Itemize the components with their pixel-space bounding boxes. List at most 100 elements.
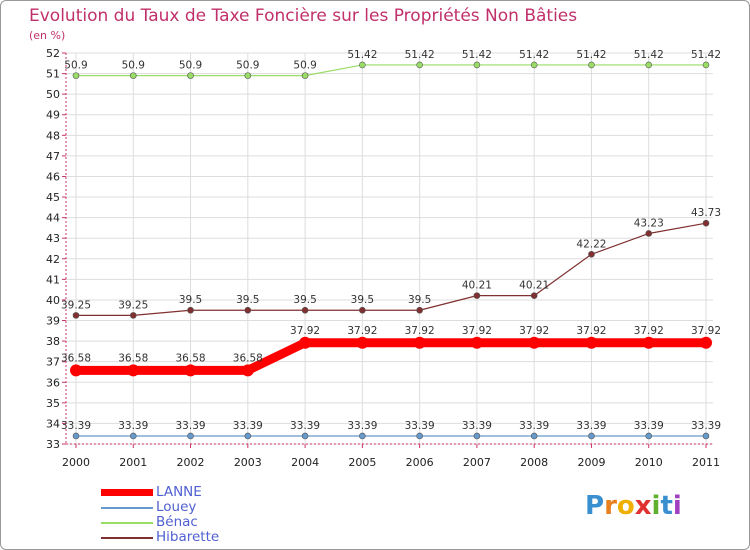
y-tick-label: 49 <box>46 109 60 122</box>
y-tick-label: 34 <box>46 417 60 430</box>
data-label-bnac: 51.42 <box>519 49 549 61</box>
y-tick-label: 51 <box>46 68 60 81</box>
data-point-louey <box>301 432 309 440</box>
data-point-louey <box>588 432 595 440</box>
data-label-louey: 33.39 <box>462 420 492 432</box>
logo-letter: P <box>585 491 605 521</box>
data-label-hibarette: 40.21 <box>519 280 549 292</box>
data-label-louey: 33.39 <box>576 420 606 432</box>
data-point-louey <box>416 432 423 440</box>
logo-letter: r <box>604 491 617 521</box>
data-point-hibarette <box>473 292 481 299</box>
data-label-lanne: 37.92 <box>290 325 320 337</box>
data-label-hibarette: 39.5 <box>351 294 374 306</box>
data-point-louey <box>359 432 366 440</box>
data-point-hibarette <box>645 230 653 237</box>
data-point-bnac <box>645 61 653 69</box>
data-point-louey <box>473 432 481 440</box>
y-tick-label: 38 <box>46 335 60 348</box>
y-tick-label: 48 <box>46 129 60 142</box>
data-point-lanne <box>642 336 655 349</box>
legend-swatch-louey <box>101 507 153 509</box>
data-label-louey: 33.39 <box>519 420 549 432</box>
y-tick-label: 35 <box>46 397 60 410</box>
data-label-louey: 33.39 <box>347 420 377 432</box>
chart-title: Evolution du Taux de Taxe Foncière sur l… <box>29 6 578 26</box>
data-label-lanne: 37.92 <box>691 325 721 337</box>
data-label-louey: 33.39 <box>405 420 435 432</box>
x-tick-label: 2000 <box>62 456 90 469</box>
data-point-lanne <box>70 364 82 377</box>
data-label-lanne: 37.92 <box>405 325 435 337</box>
x-tick-label: 2004 <box>291 456 319 469</box>
y-tick-label: 47 <box>46 150 60 163</box>
chart-subtitle: (en %) <box>29 29 66 42</box>
data-point-hibarette <box>187 306 194 314</box>
data-point-lanne <box>585 336 598 349</box>
data-point-bnac <box>187 72 194 79</box>
data-label-bnac: 51.42 <box>405 49 435 61</box>
y-tick-label: 39 <box>46 315 60 328</box>
data-point-lanne <box>241 364 254 377</box>
data-point-louey <box>187 432 194 440</box>
data-point-bnac <box>359 61 366 69</box>
y-tick-label: 43 <box>46 232 60 245</box>
data-point-louey <box>129 432 137 440</box>
data-label-hibarette: 43.23 <box>634 217 664 229</box>
data-label-bnac: 50.9 <box>236 60 259 72</box>
data-label-hibarette: 39.5 <box>293 294 316 306</box>
y-tick-label: 50 <box>46 88 60 101</box>
y-tick-label: 46 <box>46 170 60 183</box>
y-tick-label: 52 <box>46 47 60 60</box>
y-tick-label: 33 <box>46 438 60 451</box>
data-point-hibarette <box>359 306 366 314</box>
y-tick-label: 36 <box>46 376 60 389</box>
x-tick-label: 2008 <box>520 456 548 469</box>
data-label-hibarette: 43.73 <box>691 207 721 219</box>
data-label-bnac: 51.42 <box>347 49 377 61</box>
data-point-bnac <box>416 61 423 69</box>
data-point-lanne <box>184 364 197 377</box>
data-point-bnac <box>702 61 710 69</box>
proxiti-logo: Proxiti <box>585 491 682 521</box>
data-label-bnac: 50.9 <box>64 60 87 72</box>
x-tick-label: 2003 <box>234 456 262 469</box>
data-label-bnac: 51.42 <box>691 49 721 61</box>
data-label-hibarette: 39.5 <box>236 294 259 306</box>
data-point-louey <box>530 432 538 440</box>
data-label-lanne: 37.92 <box>347 325 377 337</box>
data-label-louey: 33.39 <box>691 420 721 432</box>
y-tick-label: 44 <box>46 212 60 225</box>
logo-letter: i <box>672 491 682 521</box>
data-label-bnac: 51.42 <box>634 49 664 61</box>
x-tick-label: 2007 <box>463 456 491 469</box>
data-label-bnac: 50.9 <box>179 60 202 72</box>
data-label-hibarette: 42.22 <box>576 238 606 250</box>
data-label-louey: 33.39 <box>290 420 320 432</box>
legend-swatch-lanne <box>101 489 153 496</box>
data-label-louey: 33.39 <box>118 420 148 432</box>
data-label-hibarette: 40.21 <box>462 280 492 292</box>
data-point-lanne <box>528 336 541 349</box>
data-point-lanne <box>127 364 140 377</box>
data-point-hibarette <box>530 292 538 299</box>
data-point-lanne <box>356 336 369 349</box>
data-label-bnac: 51.42 <box>576 49 606 61</box>
data-point-bnac <box>588 61 595 69</box>
data-label-lanne: 36.58 <box>233 352 263 364</box>
x-tick-label: 2006 <box>406 456 434 469</box>
data-label-louey: 33.39 <box>176 420 206 432</box>
data-label-lanne: 37.92 <box>519 325 549 337</box>
y-tick-label: 40 <box>46 294 60 307</box>
data-point-hibarette <box>72 312 80 319</box>
data-point-lanne <box>299 336 312 349</box>
data-point-hibarette <box>129 312 137 319</box>
data-point-hibarette <box>416 306 423 314</box>
y-tick-label: 45 <box>46 191 60 204</box>
data-label-hibarette: 39.25 <box>61 299 91 311</box>
legend-swatch-hibarette <box>101 537 153 539</box>
series-line-hibarette <box>76 222 707 316</box>
y-tick-label: 37 <box>46 356 60 369</box>
x-tick-label: 2001 <box>119 456 147 469</box>
